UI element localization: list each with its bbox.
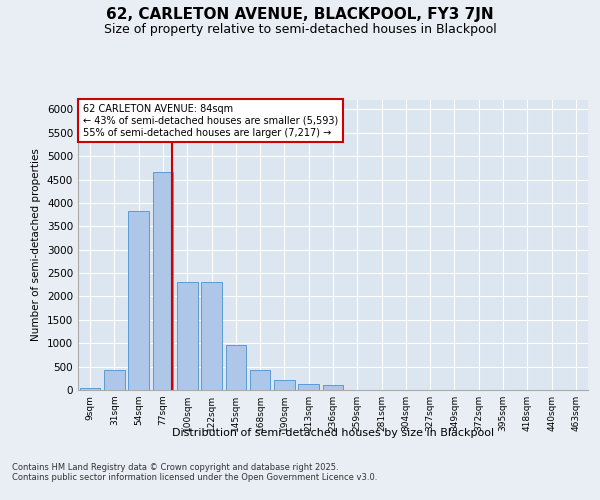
Text: Size of property relative to semi-detached houses in Blackpool: Size of property relative to semi-detach… <box>104 22 496 36</box>
Bar <box>177 282 197 390</box>
Text: 62 CARLETON AVENUE: 84sqm
← 43% of semi-detached houses are smaller (5,593)
55% : 62 CARLETON AVENUE: 84sqm ← 43% of semi-… <box>83 104 338 138</box>
Bar <box>80 388 100 390</box>
Text: 62, CARLETON AVENUE, BLACKPOOL, FY3 7JN: 62, CARLETON AVENUE, BLACKPOOL, FY3 7JN <box>106 8 494 22</box>
Bar <box>226 345 246 390</box>
Bar <box>104 370 125 390</box>
Bar <box>152 172 173 390</box>
Bar <box>128 212 149 390</box>
Bar <box>201 282 222 390</box>
Text: Distribution of semi-detached houses by size in Blackpool: Distribution of semi-detached houses by … <box>172 428 494 438</box>
Bar <box>298 384 319 390</box>
Text: Contains HM Land Registry data © Crown copyright and database right 2025.
Contai: Contains HM Land Registry data © Crown c… <box>12 462 377 482</box>
Bar <box>323 385 343 390</box>
Bar <box>274 380 295 390</box>
Bar <box>250 370 271 390</box>
Y-axis label: Number of semi-detached properties: Number of semi-detached properties <box>31 148 41 342</box>
